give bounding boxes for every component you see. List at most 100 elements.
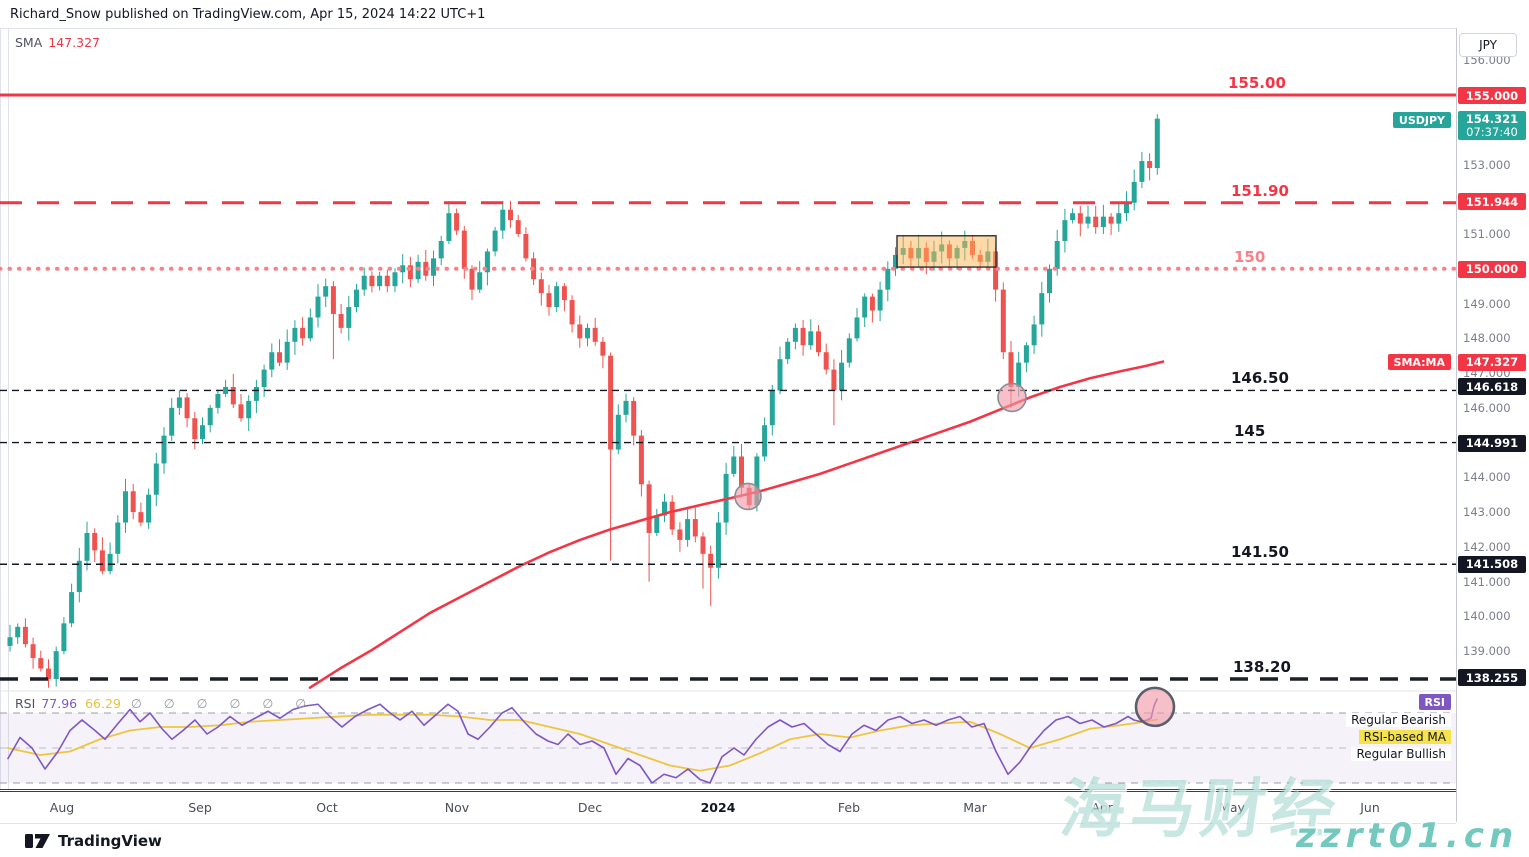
candle-body	[277, 352, 282, 363]
rsi-pane-badge: RSI	[1418, 694, 1451, 710]
candle-body	[338, 313, 344, 328]
candle-body	[200, 425, 205, 440]
candle-body	[677, 529, 683, 540]
rsi-based-ma-label: RSI-based MA	[1358, 730, 1451, 744]
price-tick-149: 149.000	[1463, 296, 1511, 311]
candle-body	[585, 327, 590, 339]
candle-body	[492, 230, 498, 252]
candle-body	[1139, 161, 1145, 182]
candle-body	[839, 362, 845, 391]
candle-body	[785, 341, 791, 360]
month-label-Apr: Apr	[1091, 800, 1113, 815]
sma-legend-value: 147.327	[48, 35, 100, 50]
sma-ma-badge: SMA:MA	[1387, 354, 1451, 370]
price-tick-144: 144.000	[1463, 470, 1511, 485]
price-chart-canvas[interactable]	[0, 28, 1456, 790]
candle-body	[1023, 345, 1029, 363]
tradingview-brand-link[interactable]: TradingView	[58, 832, 162, 850]
rsi-line	[7, 698, 1158, 784]
time-axis[interactable]: Aug Sep Oct Nov Dec 2024 Feb Mar Apr May Jun	[0, 791, 1456, 824]
candle-body	[38, 658, 44, 669]
candle-body	[515, 220, 521, 235]
candle-body	[608, 355, 614, 450]
candle-body	[223, 386, 229, 394]
candle-body	[261, 369, 267, 387]
candle-body	[862, 296, 868, 318]
candle-body	[454, 213, 460, 231]
month-label-Jun: Jun	[1360, 800, 1380, 815]
price-tick-140: 140.000	[1463, 609, 1511, 624]
candle-body	[1054, 240, 1060, 269]
candle-body	[477, 272, 483, 290]
candle-body	[662, 501, 667, 516]
price-badge-146.618: 146.618	[1458, 378, 1526, 396]
candle-body	[469, 268, 475, 290]
candle-body	[1124, 202, 1129, 214]
candle-body	[76, 560, 82, 593]
month-label-Sep: Sep	[188, 800, 212, 815]
publish-header: Richard_Snow published on TradingView.co…	[10, 7, 486, 22]
candle-body	[823, 352, 829, 370]
candle-body	[1116, 213, 1122, 224]
candle-body	[654, 515, 660, 533]
price-tick-139: 139.000	[1463, 644, 1511, 659]
month-label-2024: 2024	[700, 800, 736, 815]
candle-body	[808, 331, 814, 346]
price-tick-143: 143.000	[1463, 505, 1511, 520]
month-label-Mar: Mar	[963, 800, 987, 815]
candle-body	[646, 484, 652, 533]
candle-body	[192, 418, 198, 440]
price-badge-155.000: 155.000	[1458, 87, 1526, 104]
countdown-timer: 07:37:40	[1466, 124, 1518, 139]
currency-unit-button[interactable]: JPY	[1459, 33, 1517, 57]
rsi-ma-legend-value: 66.29	[85, 696, 121, 711]
last-price-badge: 154.321 07:37:40	[1458, 111, 1526, 140]
candle-body	[592, 327, 598, 342]
candle-body	[792, 327, 798, 342]
candle-body	[46, 668, 51, 679]
price-axis[interactable]: 154.321 07:37:40 77.96 66.45 66.29 60.03…	[1456, 28, 1529, 822]
candle-body	[161, 435, 167, 464]
candle-body	[438, 240, 444, 259]
candle-body	[369, 275, 375, 287]
candle-body	[130, 491, 136, 513]
price-badge-147.327: 147.327	[1458, 353, 1526, 371]
candle-body	[1147, 161, 1153, 168]
sma-touch-circle	[734, 482, 762, 511]
candle-body	[615, 414, 621, 450]
candle-body	[685, 519, 691, 540]
candle-body	[1085, 216, 1091, 224]
candle-body	[1031, 324, 1037, 346]
symbol-badge: USDJPY	[1392, 112, 1451, 128]
candle-body	[554, 286, 560, 308]
candle-body	[384, 275, 390, 287]
candle-body	[800, 327, 806, 346]
candle-body	[123, 491, 128, 523]
candle-body	[346, 307, 352, 328]
last-price-value: 154.321	[1465, 111, 1519, 126]
candle-body	[561, 286, 567, 301]
sma-legend[interactable]: SMA 147.327	[15, 35, 100, 50]
candle-body	[377, 275, 383, 287]
regular-bearish-label: Regular Bearish	[1346, 713, 1451, 727]
price-badge-138.255: 138.255	[1458, 669, 1526, 687]
rsi-legend-value: 77.96	[41, 696, 78, 711]
candle-body	[508, 209, 513, 221]
rsi-empty-slots: ∅ ∅ ∅ ∅ ∅ ∅	[130, 696, 316, 711]
candle-body	[446, 213, 452, 241]
candle-body	[623, 400, 629, 415]
footer: TradingView	[25, 831, 162, 851]
price-tick-153: 153.000	[1463, 157, 1511, 172]
candle-body	[400, 265, 406, 273]
price-tick-146: 146.000	[1463, 400, 1511, 415]
price-badge-151.944: 151.944	[1458, 193, 1526, 211]
candle-body	[631, 400, 637, 436]
candle-body	[7, 637, 13, 646]
candle-body	[269, 352, 275, 370]
candle-body	[546, 293, 552, 308]
rsi-legend[interactable]: RSI 77.96 66.29 ∅ ∅ ∅ ∅ ∅ ∅	[15, 696, 315, 711]
candle-body	[184, 397, 190, 419]
candle-body	[15, 626, 21, 638]
candle-body	[284, 341, 290, 363]
